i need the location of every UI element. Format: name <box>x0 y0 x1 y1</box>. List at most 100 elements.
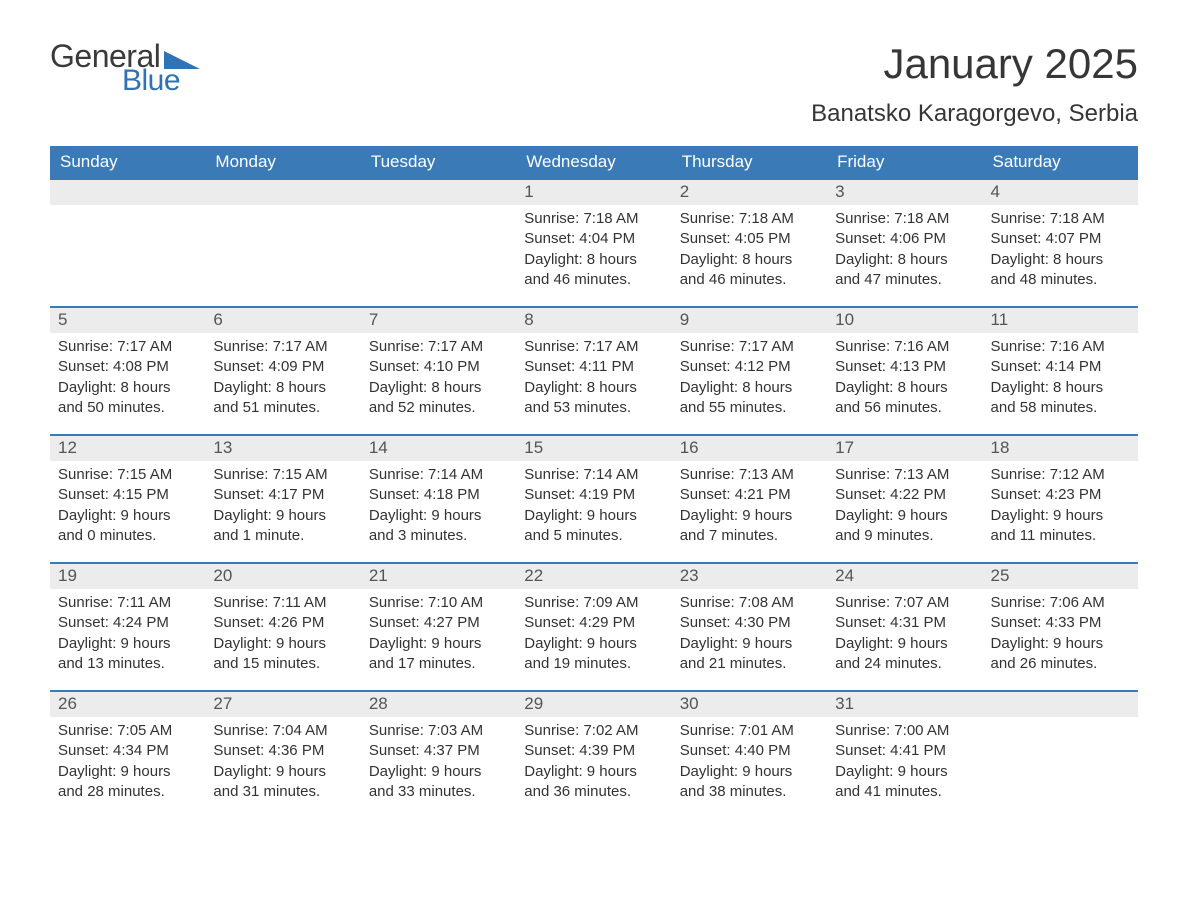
sunrise-text: Sunrise: 7:18 AM <box>991 209 1130 229</box>
daylight-text: Daylight: 8 hours and 53 minutes. <box>524 378 663 419</box>
day-number: 7 <box>361 308 516 333</box>
day-content: Sunrise: 7:16 AMSunset: 4:14 PMDaylight:… <box>983 333 1138 432</box>
day-content: Sunrise: 7:13 AMSunset: 4:21 PMDaylight:… <box>672 461 827 560</box>
sunrise-text: Sunrise: 7:11 AM <box>213 593 352 613</box>
sunset-text: Sunset: 4:12 PM <box>680 357 819 377</box>
daylight-text: Daylight: 9 hours and 1 minute. <box>213 506 352 547</box>
day-content: Sunrise: 7:10 AMSunset: 4:27 PMDaylight:… <box>361 589 516 688</box>
sunrise-text: Sunrise: 7:17 AM <box>524 337 663 357</box>
day-number: 16 <box>672 436 827 461</box>
day-number: 30 <box>672 692 827 717</box>
day-number: 18 <box>983 436 1138 461</box>
day-number: 23 <box>672 564 827 589</box>
daylight-text: Daylight: 8 hours and 46 minutes. <box>680 250 819 291</box>
day-content: Sunrise: 7:16 AMSunset: 4:13 PMDaylight:… <box>827 333 982 432</box>
day-number: 14 <box>361 436 516 461</box>
sunrise-text: Sunrise: 7:08 AM <box>680 593 819 613</box>
daylight-text: Daylight: 9 hours and 11 minutes. <box>991 506 1130 547</box>
day-content: Sunrise: 7:17 AMSunset: 4:10 PMDaylight:… <box>361 333 516 432</box>
sunrise-text: Sunrise: 7:01 AM <box>680 721 819 741</box>
day-content: Sunrise: 7:11 AMSunset: 4:24 PMDaylight:… <box>50 589 205 688</box>
day-cell: 21Sunrise: 7:10 AMSunset: 4:27 PMDayligh… <box>361 564 516 690</box>
day-content: Sunrise: 7:06 AMSunset: 4:33 PMDaylight:… <box>983 589 1138 688</box>
sunrise-text: Sunrise: 7:12 AM <box>991 465 1130 485</box>
sunset-text: Sunset: 4:23 PM <box>991 485 1130 505</box>
sunrise-text: Sunrise: 7:15 AM <box>213 465 352 485</box>
sunset-text: Sunset: 4:08 PM <box>58 357 197 377</box>
day-number: 2 <box>672 180 827 205</box>
sunrise-text: Sunrise: 7:13 AM <box>835 465 974 485</box>
sunset-text: Sunset: 4:17 PM <box>213 485 352 505</box>
sunrise-text: Sunrise: 7:13 AM <box>680 465 819 485</box>
day-header: Wednesday <box>516 146 671 178</box>
sunrise-text: Sunrise: 7:10 AM <box>369 593 508 613</box>
day-cell: 29Sunrise: 7:02 AMSunset: 4:39 PMDayligh… <box>516 692 671 818</box>
sunset-text: Sunset: 4:29 PM <box>524 613 663 633</box>
daylight-text: Daylight: 9 hours and 7 minutes. <box>680 506 819 547</box>
sunrise-text: Sunrise: 7:14 AM <box>524 465 663 485</box>
week-row: 26Sunrise: 7:05 AMSunset: 4:34 PMDayligh… <box>50 690 1138 818</box>
sunrise-text: Sunrise: 7:03 AM <box>369 721 508 741</box>
sunset-text: Sunset: 4:26 PM <box>213 613 352 633</box>
day-number: 21 <box>361 564 516 589</box>
day-number <box>361 180 516 205</box>
day-content: Sunrise: 7:17 AMSunset: 4:09 PMDaylight:… <box>205 333 360 432</box>
sunset-text: Sunset: 4:37 PM <box>369 741 508 761</box>
sunset-text: Sunset: 4:30 PM <box>680 613 819 633</box>
day-number: 22 <box>516 564 671 589</box>
sunset-text: Sunset: 4:40 PM <box>680 741 819 761</box>
day-header: Friday <box>827 146 982 178</box>
daylight-text: Daylight: 9 hours and 9 minutes. <box>835 506 974 547</box>
day-content: Sunrise: 7:17 AMSunset: 4:11 PMDaylight:… <box>516 333 671 432</box>
day-cell: 19Sunrise: 7:11 AMSunset: 4:24 PMDayligh… <box>50 564 205 690</box>
daylight-text: Daylight: 8 hours and 46 minutes. <box>524 250 663 291</box>
sunset-text: Sunset: 4:22 PM <box>835 485 974 505</box>
sunset-text: Sunset: 4:21 PM <box>680 485 819 505</box>
day-cell: 11Sunrise: 7:16 AMSunset: 4:14 PMDayligh… <box>983 308 1138 434</box>
daylight-text: Daylight: 9 hours and 28 minutes. <box>58 762 197 803</box>
sunset-text: Sunset: 4:19 PM <box>524 485 663 505</box>
day-cell: 14Sunrise: 7:14 AMSunset: 4:18 PMDayligh… <box>361 436 516 562</box>
day-cell: 5Sunrise: 7:17 AMSunset: 4:08 PMDaylight… <box>50 308 205 434</box>
day-number: 8 <box>516 308 671 333</box>
day-number: 24 <box>827 564 982 589</box>
sunrise-text: Sunrise: 7:16 AM <box>991 337 1130 357</box>
day-content: Sunrise: 7:14 AMSunset: 4:18 PMDaylight:… <box>361 461 516 560</box>
week-row: 12Sunrise: 7:15 AMSunset: 4:15 PMDayligh… <box>50 434 1138 562</box>
daylight-text: Daylight: 9 hours and 19 minutes. <box>524 634 663 675</box>
day-content: Sunrise: 7:18 AMSunset: 4:06 PMDaylight:… <box>827 205 982 304</box>
daylight-text: Daylight: 9 hours and 31 minutes. <box>213 762 352 803</box>
day-cell <box>983 692 1138 818</box>
day-number: 6 <box>205 308 360 333</box>
day-content: Sunrise: 7:01 AMSunset: 4:40 PMDaylight:… <box>672 717 827 816</box>
day-cell: 10Sunrise: 7:16 AMSunset: 4:13 PMDayligh… <box>827 308 982 434</box>
week-row: 5Sunrise: 7:17 AMSunset: 4:08 PMDaylight… <box>50 306 1138 434</box>
day-number: 3 <box>827 180 982 205</box>
day-content: Sunrise: 7:17 AMSunset: 4:12 PMDaylight:… <box>672 333 827 432</box>
day-cell <box>205 180 360 306</box>
day-content: Sunrise: 7:18 AMSunset: 4:04 PMDaylight:… <box>516 205 671 304</box>
day-number: 20 <box>205 564 360 589</box>
day-cell: 2Sunrise: 7:18 AMSunset: 4:05 PMDaylight… <box>672 180 827 306</box>
day-number: 27 <box>205 692 360 717</box>
sunset-text: Sunset: 4:34 PM <box>58 741 197 761</box>
daylight-text: Daylight: 8 hours and 48 minutes. <box>991 250 1130 291</box>
daylight-text: Daylight: 8 hours and 58 minutes. <box>991 378 1130 419</box>
sunrise-text: Sunrise: 7:05 AM <box>58 721 197 741</box>
sunset-text: Sunset: 4:41 PM <box>835 741 974 761</box>
sunset-text: Sunset: 4:07 PM <box>991 229 1130 249</box>
day-header: Tuesday <box>361 146 516 178</box>
logo-triangle-icon <box>164 51 200 69</box>
day-cell: 12Sunrise: 7:15 AMSunset: 4:15 PMDayligh… <box>50 436 205 562</box>
day-cell: 7Sunrise: 7:17 AMSunset: 4:10 PMDaylight… <box>361 308 516 434</box>
day-content: Sunrise: 7:04 AMSunset: 4:36 PMDaylight:… <box>205 717 360 816</box>
day-content: Sunrise: 7:18 AMSunset: 4:05 PMDaylight:… <box>672 205 827 304</box>
day-content: Sunrise: 7:09 AMSunset: 4:29 PMDaylight:… <box>516 589 671 688</box>
day-content: Sunrise: 7:14 AMSunset: 4:19 PMDaylight:… <box>516 461 671 560</box>
daylight-text: Daylight: 9 hours and 36 minutes. <box>524 762 663 803</box>
day-number: 25 <box>983 564 1138 589</box>
day-content <box>50 205 205 223</box>
daylight-text: Daylight: 9 hours and 15 minutes. <box>213 634 352 675</box>
daylight-text: Daylight: 9 hours and 26 minutes. <box>991 634 1130 675</box>
daylight-text: Daylight: 9 hours and 17 minutes. <box>369 634 508 675</box>
